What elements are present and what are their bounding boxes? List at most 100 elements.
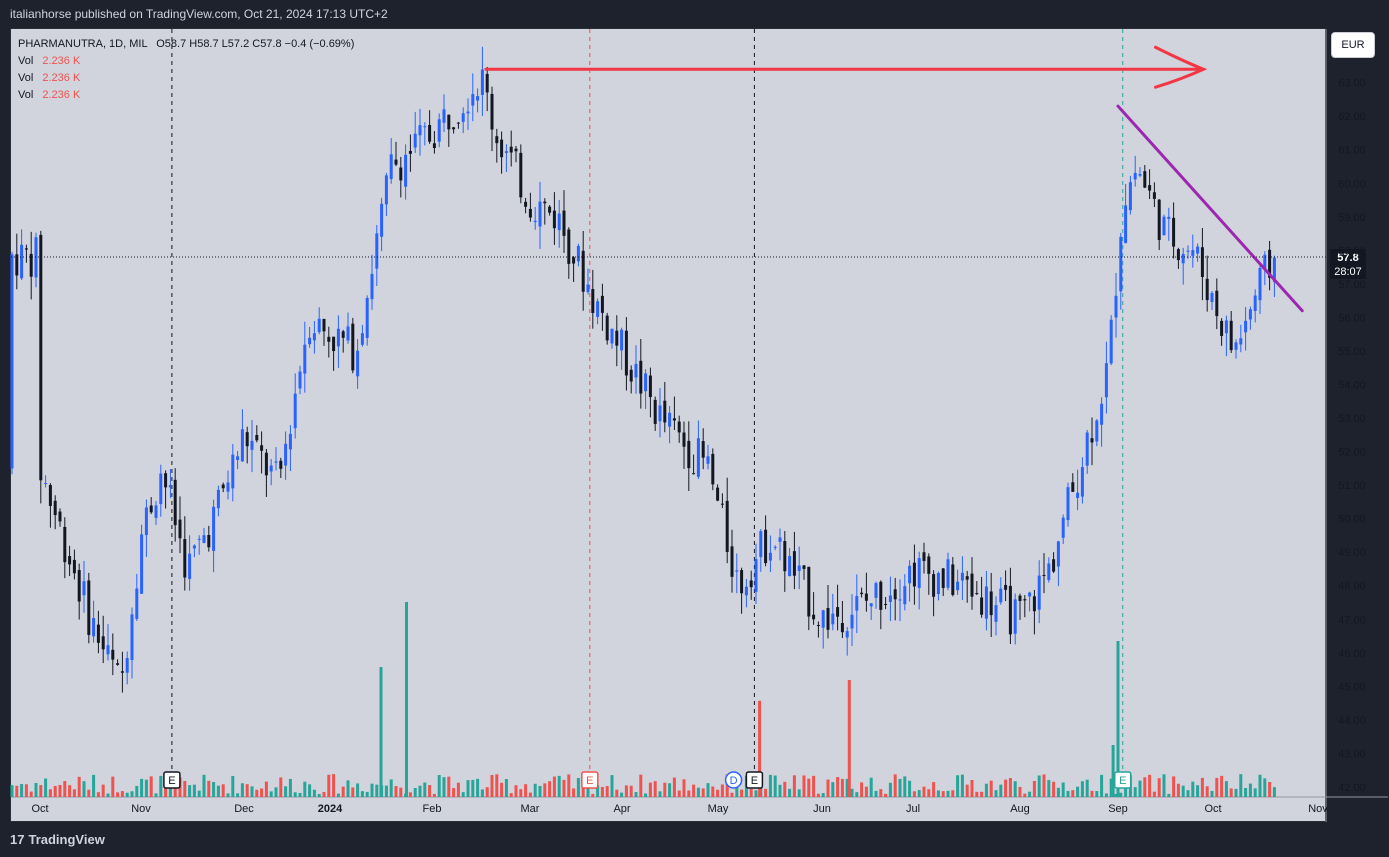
volume-spike <box>405 602 408 797</box>
volume-bar <box>519 789 523 797</box>
volume-bar <box>255 789 259 797</box>
volume-bar <box>591 793 595 797</box>
volume-bar <box>1018 786 1022 797</box>
candle-body <box>869 603 873 607</box>
candle-body <box>821 610 825 628</box>
volume-bar <box>221 784 225 797</box>
volume-bar <box>216 785 220 797</box>
candle-body <box>293 393 297 429</box>
volume-bar <box>802 775 806 797</box>
candle-body <box>744 586 748 596</box>
candle-body <box>423 126 427 128</box>
candle-body <box>639 360 643 394</box>
candle-body <box>576 245 580 262</box>
volume-bar <box>533 783 537 797</box>
last-price-value: 57.8 <box>1337 252 1358 264</box>
volume-bar <box>365 791 369 797</box>
volume-bar <box>274 787 278 797</box>
volume-bar <box>336 793 340 797</box>
y-tick-label: 47.00 <box>1338 614 1366 626</box>
volume-bar <box>855 792 859 797</box>
earnings-badge[interactable] <box>581 771 599 789</box>
volume-bar <box>250 786 254 797</box>
candle-body <box>538 201 542 227</box>
candle-body <box>1013 599 1017 634</box>
volume-bar <box>15 785 19 797</box>
volume-bar <box>1047 780 1051 797</box>
volume-bar <box>92 774 96 797</box>
x-tick-label: 2024 <box>318 803 343 815</box>
y-tick-label: 46.00 <box>1338 648 1366 660</box>
candle-body <box>1085 432 1089 466</box>
earnings-badge[interactable] <box>745 771 764 789</box>
candle-body <box>600 295 604 313</box>
candle-body <box>1138 174 1142 176</box>
candle-body <box>725 500 729 552</box>
candle-body <box>1239 338 1243 345</box>
candle-body <box>490 93 494 130</box>
dividend-badge[interactable] <box>724 771 743 789</box>
candle-body <box>399 167 403 181</box>
candle-body <box>82 581 86 596</box>
candle-body <box>912 562 916 587</box>
volume-bar <box>504 778 508 797</box>
candle-body <box>92 618 96 637</box>
x-tick-label: Nov <box>1308 803 1328 815</box>
candle-body <box>624 330 628 376</box>
candle-body <box>10 254 14 469</box>
candle-body <box>471 94 475 106</box>
volume-bar <box>893 774 897 797</box>
event-badge-label: E <box>168 775 175 787</box>
candle-body <box>586 284 590 293</box>
earnings-badge[interactable] <box>163 771 181 789</box>
candle-body <box>1008 585 1012 635</box>
volume-bar <box>1100 774 1104 797</box>
volume-bar <box>706 783 710 797</box>
candle-body <box>274 461 278 463</box>
candle-body <box>802 565 806 569</box>
volume-bar <box>860 782 864 797</box>
currency-button[interactable]: EUR <box>1331 32 1375 58</box>
candle-body <box>87 580 91 635</box>
candle-body <box>1047 563 1051 581</box>
candle-body <box>96 624 100 643</box>
candle-body <box>106 645 110 655</box>
candle-body <box>797 565 801 572</box>
candle-body <box>1152 192 1156 199</box>
earnings-badge[interactable] <box>1114 771 1132 789</box>
candle-body <box>20 244 24 279</box>
candle-body <box>1215 290 1219 317</box>
candle-body <box>960 572 964 581</box>
candle-body <box>1076 492 1080 499</box>
candle-body <box>1253 295 1257 312</box>
candle-body <box>1205 278 1209 301</box>
event-badge-label: D <box>730 775 738 787</box>
volume-bar <box>356 783 360 797</box>
volume-bar <box>1028 791 1032 797</box>
vol-value: 2.236 K <box>42 72 81 84</box>
candle-body <box>351 323 355 371</box>
volume-bar <box>1162 774 1166 797</box>
candle-body <box>408 150 412 154</box>
volume-bar <box>1244 787 1248 797</box>
candle-body <box>1258 268 1262 301</box>
volume-bar <box>783 781 787 797</box>
tradingview-logo[interactable]: 17 TradingView <box>10 832 105 847</box>
candle-body <box>956 581 960 591</box>
candle-body <box>336 328 340 347</box>
candle-body <box>783 541 787 572</box>
volume-bar <box>1056 787 1060 797</box>
candle-body <box>1124 205 1128 244</box>
candle-body <box>754 559 758 592</box>
candle-body <box>1186 250 1190 252</box>
chart-legend: PHARMANUTRA, 1D, MIL O58.7 H58.7 L57.2 C… <box>18 36 354 104</box>
candle-body <box>437 119 441 142</box>
volume-bar <box>322 792 326 797</box>
volume-bar <box>528 792 532 797</box>
volume-spike <box>847 680 851 797</box>
volume-spike <box>758 700 762 797</box>
volume-bar <box>428 785 432 797</box>
candle-body <box>610 328 614 344</box>
candle-body <box>1037 575 1041 610</box>
